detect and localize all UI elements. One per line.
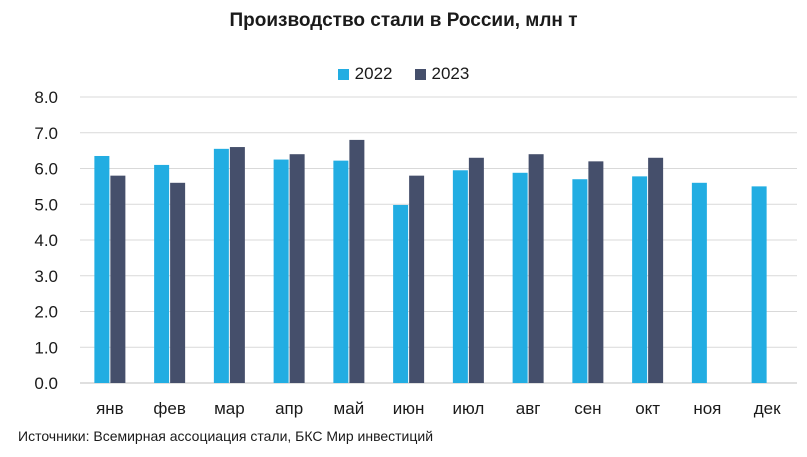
y-tick-label: 1.0 (34, 338, 58, 357)
x-tick-label: дек (754, 399, 781, 418)
bar-2022-дек (751, 186, 767, 383)
x-tick-label: окт (635, 399, 660, 418)
x-tick-label: апр (275, 399, 303, 418)
bar-2023-июл (468, 157, 484, 383)
bar-2022-сен (572, 179, 588, 383)
bar-2022-апр (273, 159, 289, 383)
bar-2023-мар (229, 147, 245, 383)
bar-2022-июн (393, 204, 409, 383)
bar-2022-мар (213, 148, 229, 383)
y-tick-label: 8.0 (34, 88, 58, 107)
x-tick-label: сен (574, 399, 601, 418)
legend-label-2022: 2022 (354, 64, 393, 83)
x-tick-label: ноя (693, 399, 721, 418)
bar-2023-фев (170, 182, 186, 383)
chart-legend: 2022 2023 (0, 64, 807, 84)
bar-2022-май (333, 160, 349, 383)
y-tick-label: 0.0 (34, 374, 58, 393)
x-tick-label: июн (393, 399, 425, 418)
bar-2022-авг (512, 172, 528, 383)
y-tick-label: 2.0 (34, 303, 58, 322)
bar-2023-сен (588, 161, 604, 383)
bar-2022-окт (632, 176, 648, 383)
bar-2023-авг (528, 154, 544, 383)
y-tick-label: 6.0 (34, 160, 58, 179)
bar-2022-июл (452, 170, 468, 383)
y-tick-label: 7.0 (34, 124, 58, 143)
bar-2023-окт (648, 157, 664, 383)
bar-2022-янв (94, 155, 110, 383)
bar-2022-фев (154, 164, 170, 383)
x-tick-label: авг (516, 399, 541, 418)
legend-item-2022: 2022 (337, 64, 393, 84)
y-tick-label: 3.0 (34, 267, 58, 286)
y-tick-label: 4.0 (34, 231, 58, 250)
source-note: Источники: Всемирная ассоциация стали, Б… (18, 428, 434, 444)
legend-swatch-2023 (414, 68, 426, 80)
bar-2023-апр (289, 154, 305, 383)
bar-2023-май (349, 139, 365, 383)
x-tick-label: июл (452, 399, 484, 418)
legend-label-2023: 2023 (431, 64, 470, 83)
chart-title: Производство стали в России, млн т (229, 10, 578, 31)
x-tick-label: фев (153, 399, 185, 418)
bar-2023-июн (409, 175, 425, 383)
bar-2023-янв (110, 175, 126, 383)
bar-2022-ноя (691, 182, 707, 383)
x-tick-label: янв (96, 399, 124, 418)
legend-item-2023: 2023 (414, 64, 470, 84)
x-tick-label: мар (214, 399, 245, 418)
legend-swatch-2022 (337, 68, 349, 80)
x-tick-label: май (334, 399, 365, 418)
y-tick-label: 5.0 (34, 195, 58, 214)
